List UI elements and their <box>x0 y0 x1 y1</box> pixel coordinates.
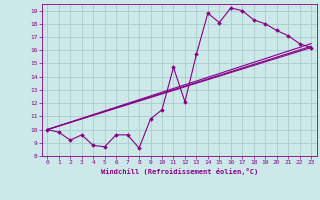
X-axis label: Windchill (Refroidissement éolien,°C): Windchill (Refroidissement éolien,°C) <box>100 168 258 175</box>
